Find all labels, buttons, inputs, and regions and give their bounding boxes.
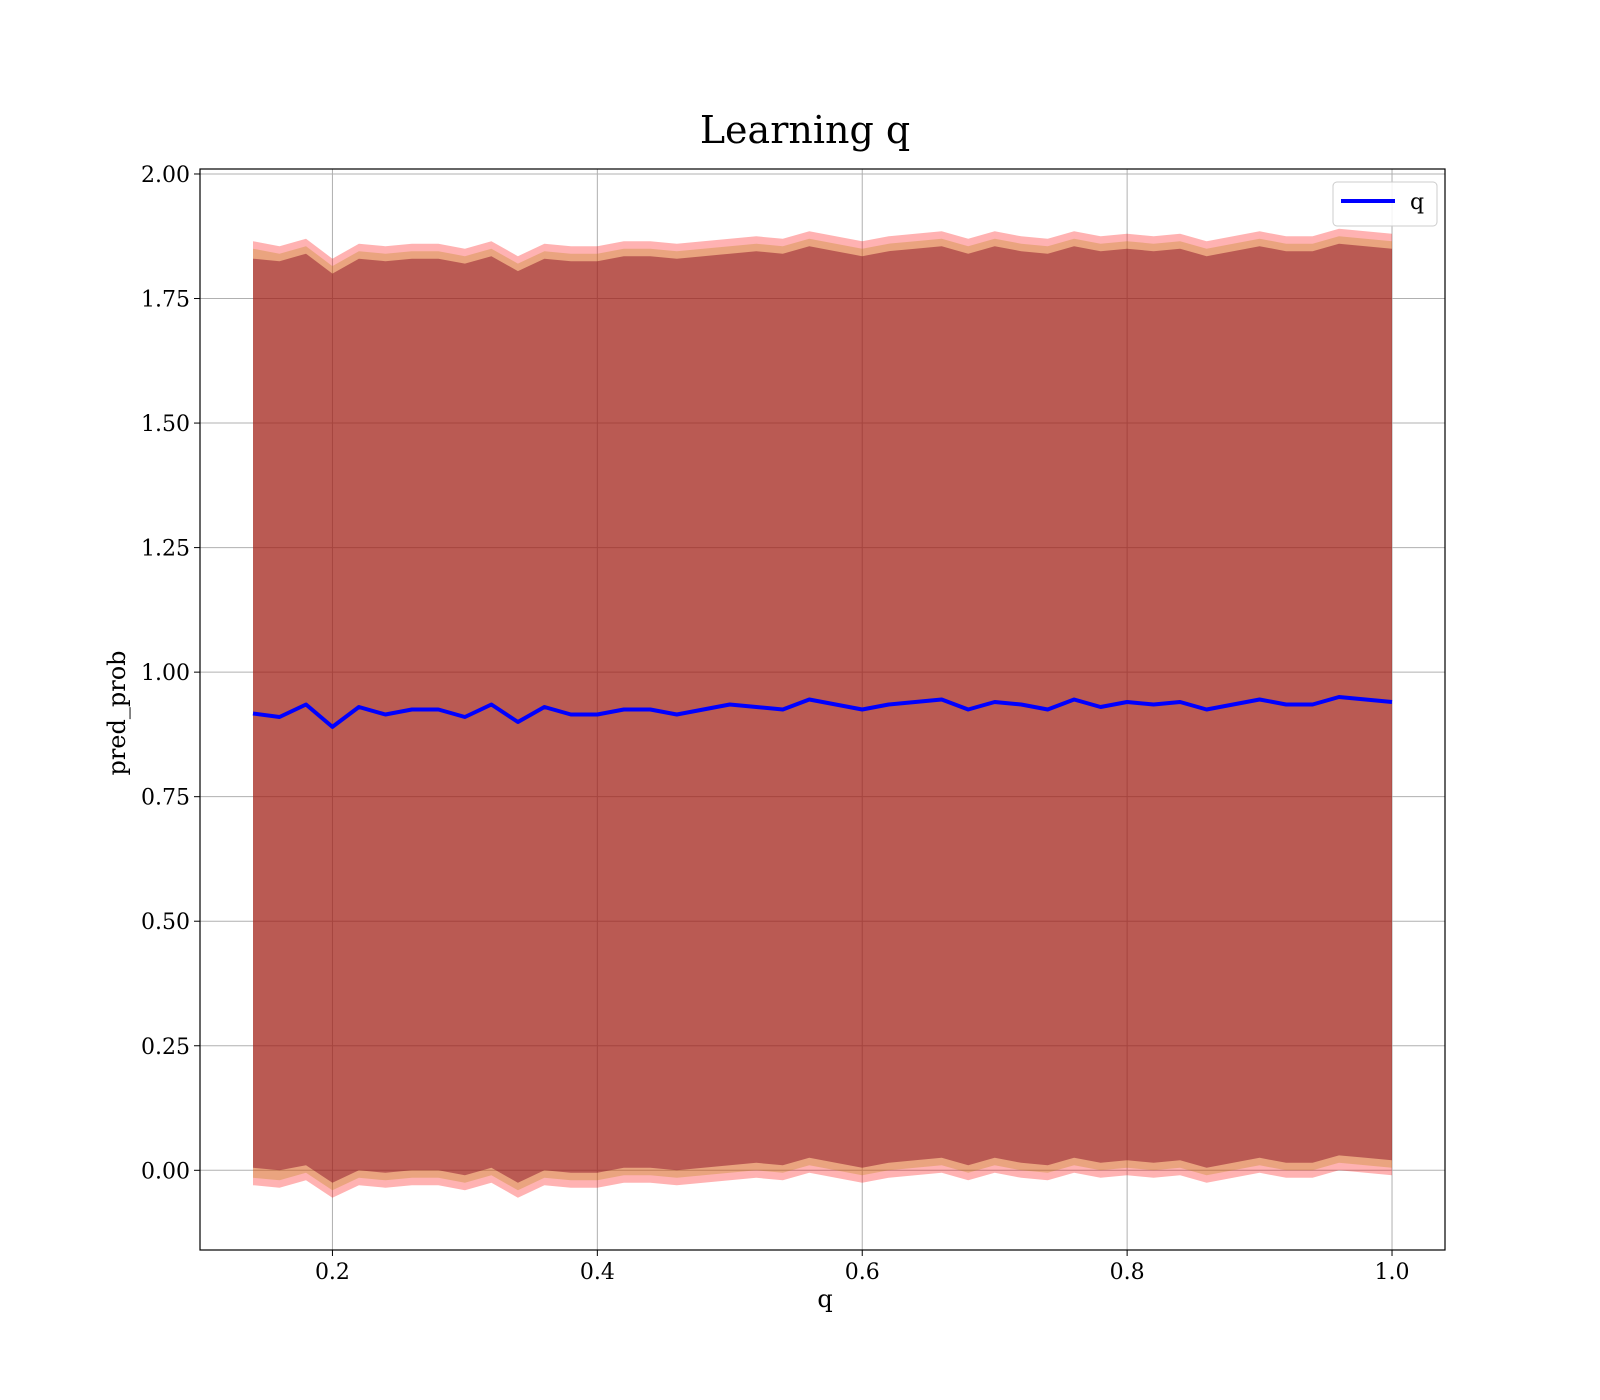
x-tick-label: 0.8 xyxy=(1110,1260,1145,1285)
y-tick-label: 1.75 xyxy=(141,288,190,313)
y-tick-label: 2.00 xyxy=(141,163,190,188)
x-tick-label: 0.6 xyxy=(845,1260,880,1285)
confidence-bands xyxy=(253,228,1392,1198)
y-tick-label: 1.00 xyxy=(141,661,190,686)
y-tick-label: 0.50 xyxy=(141,910,190,935)
band-inner xyxy=(253,243,1392,1183)
legend: q xyxy=(1332,181,1438,227)
y-tick-label: 0.00 xyxy=(141,1159,190,1184)
band-middle xyxy=(253,236,1392,1191)
x-tick-label: 0.4 xyxy=(580,1260,615,1285)
chart-title: Learning q xyxy=(700,108,910,152)
y-axis-title: pred_prob xyxy=(103,650,131,775)
y-tick-label: 0.75 xyxy=(141,786,190,811)
x-axis: 0.2 0.4 0.6 0.8 1.0 xyxy=(315,1250,1410,1285)
y-tick-label: 1.25 xyxy=(141,537,190,562)
legend-label-q: q xyxy=(1410,190,1424,215)
x-axis-title: q xyxy=(817,1285,832,1313)
series-lines xyxy=(252,695,1393,729)
y-tick-label: 0.25 xyxy=(141,1035,190,1060)
x-tick-label: 0.2 xyxy=(315,1260,350,1285)
series-line-q xyxy=(252,695,1393,729)
x-tick-label: 1.0 xyxy=(1375,1260,1410,1285)
plot-frame xyxy=(199,168,1446,1251)
y-axis: 0.00 0.25 0.50 0.75 1.00 1.25 1.50 1.75 2.00 xyxy=(141,163,200,1184)
band-outer xyxy=(253,228,1392,1198)
legend-box xyxy=(1332,181,1438,227)
y-tick-label: 1.50 xyxy=(141,412,190,437)
